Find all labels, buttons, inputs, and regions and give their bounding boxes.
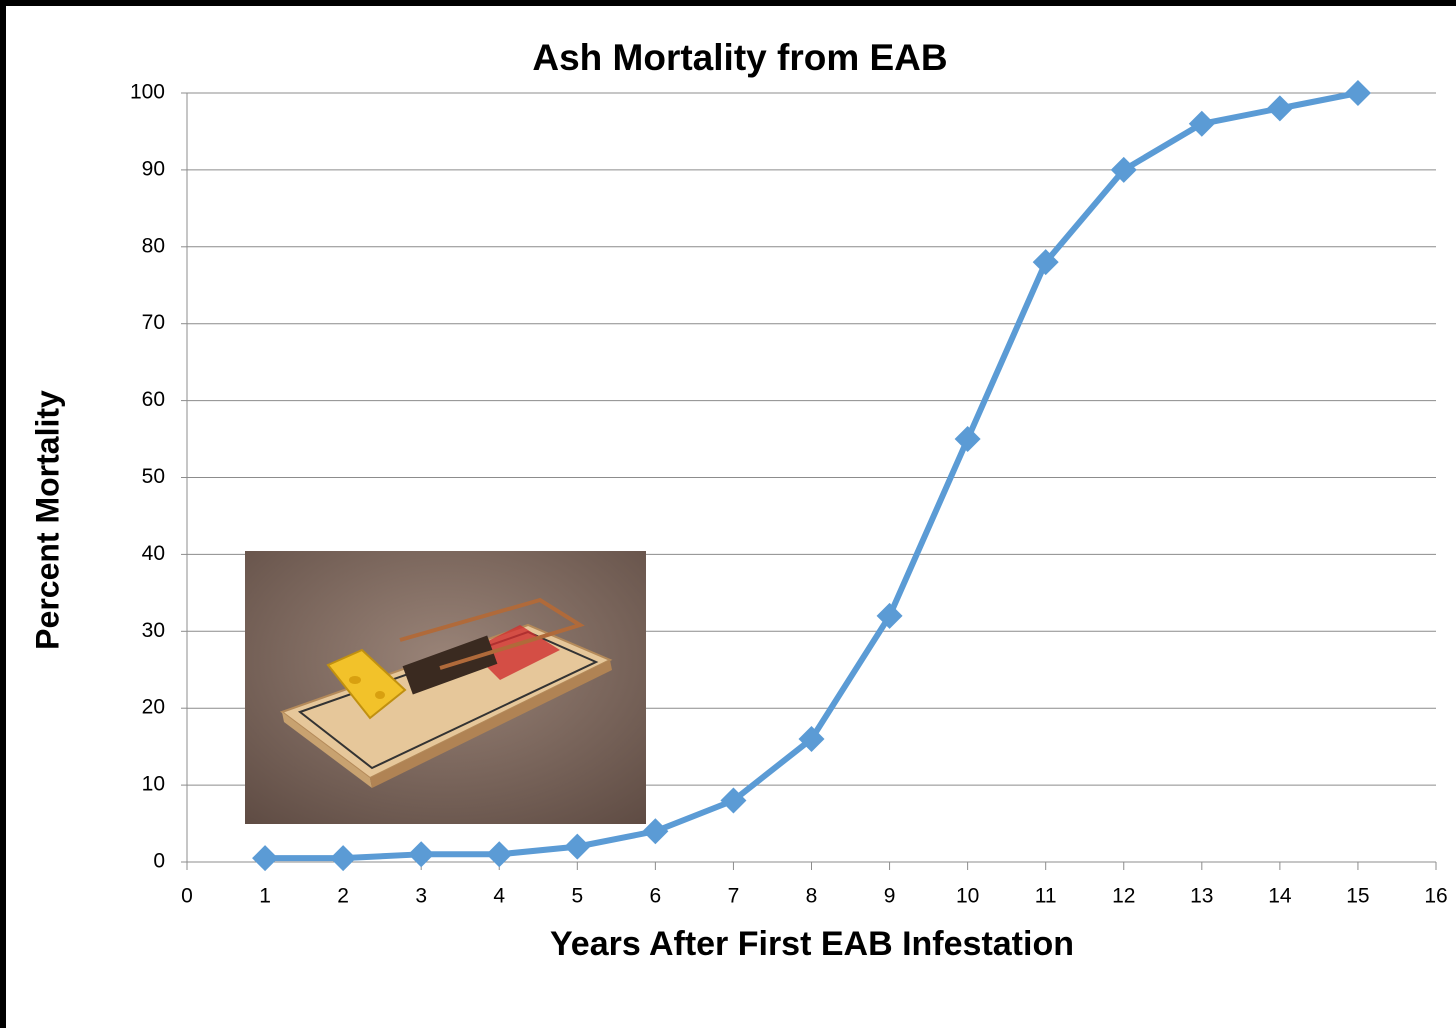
x-tick-label: 11 bbox=[1035, 885, 1057, 908]
y-tick-label: 70 bbox=[142, 311, 165, 334]
y-tick-label: 90 bbox=[142, 157, 165, 180]
y-tick-label: 80 bbox=[142, 234, 165, 257]
y-tick-label: 60 bbox=[142, 388, 165, 411]
x-tick-label: 5 bbox=[571, 885, 583, 908]
y-tick-label: 50 bbox=[142, 465, 165, 488]
mousetrap-photo bbox=[245, 551, 646, 824]
x-tick-label: 1 bbox=[259, 885, 271, 908]
x-tick-label: 13 bbox=[1190, 885, 1213, 908]
x-tick-label: 14 bbox=[1268, 885, 1292, 908]
y-tick-label: 30 bbox=[142, 619, 165, 642]
x-tick-label: 3 bbox=[415, 885, 427, 908]
x-tick-label: 0 bbox=[181, 885, 193, 908]
y-tick-label: 100 bbox=[130, 81, 165, 104]
y-tick-label: 40 bbox=[142, 542, 165, 565]
frame bbox=[3, 3, 1456, 1028]
x-tick-label: 15 bbox=[1346, 885, 1369, 908]
chart: Ash Mortality from EAB Years After First… bbox=[0, 0, 1456, 1028]
x-tick-label: 7 bbox=[728, 885, 740, 908]
chart-title: Ash Mortality from EAB bbox=[532, 37, 947, 78]
x-tick-label: 9 bbox=[884, 885, 896, 908]
x-tick-label: 4 bbox=[493, 885, 505, 908]
y-axis-label: Percent Mortality bbox=[29, 390, 65, 650]
x-tick-label: 16 bbox=[1424, 885, 1447, 908]
y-tick-label: 0 bbox=[153, 850, 165, 873]
x-tick-label: 6 bbox=[650, 885, 662, 908]
x-tick-label: 12 bbox=[1112, 885, 1135, 908]
x-tick-label: 10 bbox=[956, 885, 979, 908]
y-tick-label: 10 bbox=[142, 773, 165, 796]
x-tick-label: 8 bbox=[806, 885, 818, 908]
y-tick-label: 20 bbox=[142, 696, 165, 719]
x-axis-label: Years After First EAB Infestation bbox=[550, 925, 1074, 963]
x-tick-label: 2 bbox=[337, 885, 349, 908]
